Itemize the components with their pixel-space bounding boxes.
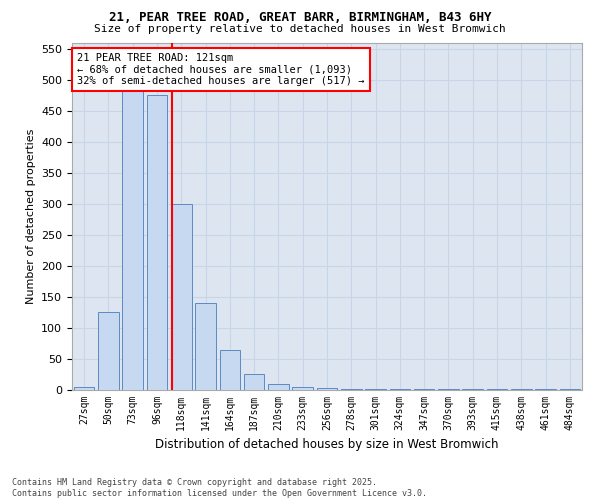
Bar <box>220 350 240 390</box>
Bar <box>560 389 580 390</box>
Bar <box>195 303 216 390</box>
Bar <box>317 388 337 390</box>
Bar <box>74 387 94 390</box>
Bar <box>98 312 119 390</box>
Bar <box>122 86 143 390</box>
X-axis label: Distribution of detached houses by size in West Bromwich: Distribution of detached houses by size … <box>155 438 499 452</box>
Bar <box>146 95 167 390</box>
Text: Contains HM Land Registry data © Crown copyright and database right 2025.
Contai: Contains HM Land Registry data © Crown c… <box>12 478 427 498</box>
Text: 21 PEAR TREE ROAD: 121sqm
← 68% of detached houses are smaller (1,093)
32% of se: 21 PEAR TREE ROAD: 121sqm ← 68% of detac… <box>77 53 365 86</box>
Bar <box>292 387 313 390</box>
Bar <box>365 389 386 390</box>
Text: 21, PEAR TREE ROAD, GREAT BARR, BIRMINGHAM, B43 6HY: 21, PEAR TREE ROAD, GREAT BARR, BIRMINGH… <box>109 11 491 24</box>
Y-axis label: Number of detached properties: Number of detached properties <box>26 128 35 304</box>
Bar <box>244 374 265 390</box>
Text: Size of property relative to detached houses in West Bromwich: Size of property relative to detached ho… <box>94 24 506 34</box>
Bar <box>171 204 191 390</box>
Bar <box>268 384 289 390</box>
Bar <box>341 389 362 390</box>
